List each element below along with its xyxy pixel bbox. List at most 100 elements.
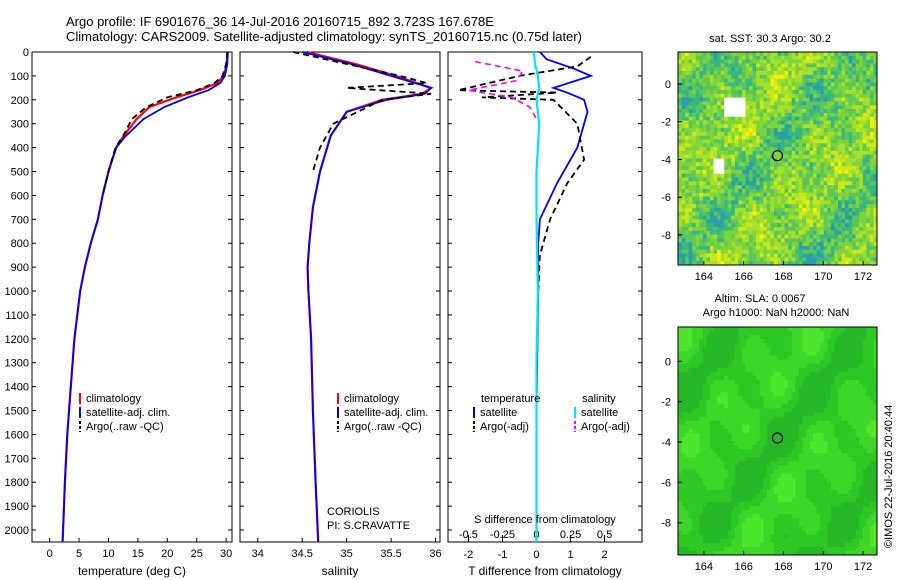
temperature-panel-xtick-label: 20 bbox=[161, 548, 173, 560]
difference-panel-xtick-label: -2 bbox=[464, 549, 474, 561]
figure-title-line1: Argo profile: IF 6901676_36 14-Jul-2016 … bbox=[66, 14, 494, 29]
salinity-panel-xtick-label: 35 bbox=[341, 548, 353, 560]
difference-x2-label: S difference from climatology bbox=[474, 514, 616, 526]
temperature-panel-ytick-label: 1700 bbox=[5, 453, 29, 465]
sla-xtick-label: 172 bbox=[854, 561, 872, 573]
sla-map-title-line1: Altim. SLA: 0.0067 bbox=[714, 293, 805, 305]
salinity-legend-climatology-label: climatology bbox=[344, 393, 400, 405]
temperature-panel-ytick-label: 400 bbox=[11, 143, 29, 155]
figure-title-line2: Climatology: CARS2009. Satellite-adjuste… bbox=[66, 29, 582, 44]
temperature-panel-frame bbox=[31, 51, 233, 543]
temperature-panel-ytick-label: 1500 bbox=[5, 406, 29, 418]
salinity-panel-frame bbox=[239, 51, 441, 543]
temperature-panel-ytick-label: 1100 bbox=[5, 310, 29, 322]
temperature-panel-xtick-label: 30 bbox=[220, 548, 232, 560]
temperature-panel-ytick-label: 900 bbox=[11, 262, 29, 274]
temperature-panel-ytick-label: 1600 bbox=[5, 429, 29, 441]
difference-panel-x2tick-label: 0.5 bbox=[597, 529, 612, 541]
sst-xtick-label: 166 bbox=[734, 271, 752, 283]
difference-legend-salinity-title: salinity bbox=[582, 393, 616, 405]
temperature-panel-xtick-label: 5 bbox=[76, 548, 82, 560]
difference-panel-x2tick-label: 0.25 bbox=[560, 529, 581, 541]
temperature-panel-ytick-label: 0 bbox=[23, 47, 29, 59]
salinity-legend-argo-label: Argo(..raw -QC) bbox=[344, 421, 422, 433]
sst-ytick-label: -2 bbox=[661, 117, 671, 129]
salinity-climatology-line bbox=[306, 50, 434, 543]
temperature-legend-satellite-label: satellite-adj. clim. bbox=[86, 407, 170, 419]
temperature-satellite-line bbox=[61, 51, 229, 543]
salinity-panel-xtick-label: 36 bbox=[429, 548, 441, 560]
difference-panel-xtick-label: 0 bbox=[533, 549, 539, 561]
sla-ytick-label: -2 bbox=[661, 397, 671, 409]
temperature-panel-ytick-label: 200 bbox=[11, 95, 29, 107]
sst-argo-location-marker bbox=[771, 150, 784, 162]
salinity-argo-line bbox=[293, 51, 432, 172]
sst-map-title: sat. SST: 30.3 Argo: 30.2 bbox=[709, 33, 831, 45]
difference-legend-temperature-title: temperature bbox=[481, 393, 540, 405]
difference-temperature-satellite-line bbox=[535, 51, 594, 542]
sla-xtick-label: 164 bbox=[695, 561, 713, 573]
salinity-legend-satellite-label: satellite-adj. clim. bbox=[344, 407, 428, 419]
temperature-panel-ytick-label: 1200 bbox=[5, 334, 29, 346]
temperature-panel-ytick-label: 1800 bbox=[5, 477, 29, 489]
difference-panel-x2tick-label: -0.5 bbox=[459, 529, 478, 541]
salinity-panel-xtick-label: 34 bbox=[252, 548, 264, 560]
sla-ytick-label: 0 bbox=[665, 356, 671, 368]
sst-xtick-label: 172 bbox=[854, 271, 872, 283]
sst-xtick-label: 168 bbox=[774, 271, 792, 283]
sst-ytick-label: -6 bbox=[661, 192, 671, 204]
difference-panel-frame bbox=[447, 51, 643, 543]
difference-panel-xtick-label: -1 bbox=[498, 549, 508, 561]
sst-xtick-label: 170 bbox=[814, 271, 832, 283]
sla-ytick-label: -8 bbox=[661, 518, 671, 530]
difference-salinity-argo-line bbox=[468, 60, 538, 120]
difference-salinity-satellite-line bbox=[532, 51, 541, 542]
difference-legend-temperature-argo-label: Argo(-adj) bbox=[480, 421, 529, 433]
temperature-legend-climatology-label: climatology bbox=[86, 393, 142, 405]
difference-x-label: T difference from climatology bbox=[468, 564, 622, 578]
temperature-panel-ytick-label: 1000 bbox=[5, 286, 29, 298]
sst-ytick-label: 0 bbox=[665, 79, 671, 91]
salinity-panel-xtick-label: 35.5 bbox=[380, 548, 401, 560]
sla-xtick-label: 168 bbox=[774, 561, 792, 573]
salinity-annotation-pi: PI: S.CRAVATTE bbox=[327, 520, 410, 532]
sla-xtick-label: 170 bbox=[814, 561, 832, 573]
difference-panel-x2tick-label: -0.25 bbox=[490, 529, 515, 541]
temperature-panel-ytick-label: 300 bbox=[11, 119, 29, 131]
temperature-panel-xtick-label: 15 bbox=[132, 548, 144, 560]
temperature-climatology-line bbox=[61, 51, 229, 543]
sla-ytick-label: -4 bbox=[661, 437, 671, 449]
sla-ytick-label: -6 bbox=[661, 477, 671, 489]
sst-xtick-label: 164 bbox=[695, 271, 713, 283]
temperature-panel-ytick-label: 700 bbox=[11, 214, 29, 226]
temperature-argo-line bbox=[101, 51, 229, 196]
difference-panel-xtick-label: 2 bbox=[601, 549, 607, 561]
sla-argo-location-marker bbox=[771, 432, 784, 444]
difference-legend-temperature-satellite-label: satellite bbox=[480, 407, 517, 419]
temperature-panel-ytick-label: 1400 bbox=[5, 382, 29, 394]
difference-temperature-argo-line bbox=[457, 56, 592, 292]
sla-map-border bbox=[677, 326, 878, 556]
imos-credit: ©IMOS 22-Jul-2016 20:40:44 bbox=[883, 404, 895, 548]
sst-map-field bbox=[678, 52, 878, 266]
temperature-panel-ytick-label: 1900 bbox=[5, 501, 29, 513]
sst-map-border bbox=[677, 51, 878, 266]
difference-panel-xtick-label: 1 bbox=[567, 549, 573, 561]
salinity-annotation-agency: CORIOLIS bbox=[327, 506, 380, 518]
temperature-panel-ytick-label: 800 bbox=[11, 238, 29, 250]
temperature-panel-xtick-label: 0 bbox=[47, 548, 53, 560]
temperature-panel-ytick-label: 2000 bbox=[5, 525, 29, 537]
salinity-panel-xtick-label: 34.5 bbox=[292, 548, 313, 560]
sst-ytick-label: -8 bbox=[661, 230, 671, 242]
temperature-panel-ytick-label: 500 bbox=[11, 167, 29, 179]
sla-map-field bbox=[678, 327, 878, 556]
difference-legend-salinity-argo-label: Argo(-adj) bbox=[581, 421, 630, 433]
temperature-legend-argo-label: Argo(..raw -QC) bbox=[86, 421, 164, 433]
temperature-panel-ytick-label: 100 bbox=[11, 71, 29, 83]
temperature-panel-xtick-label: 25 bbox=[191, 548, 203, 560]
sla-xtick-label: 166 bbox=[734, 561, 752, 573]
salinity-satellite-line bbox=[301, 51, 433, 543]
salinity-x-label: salinity bbox=[322, 564, 359, 578]
